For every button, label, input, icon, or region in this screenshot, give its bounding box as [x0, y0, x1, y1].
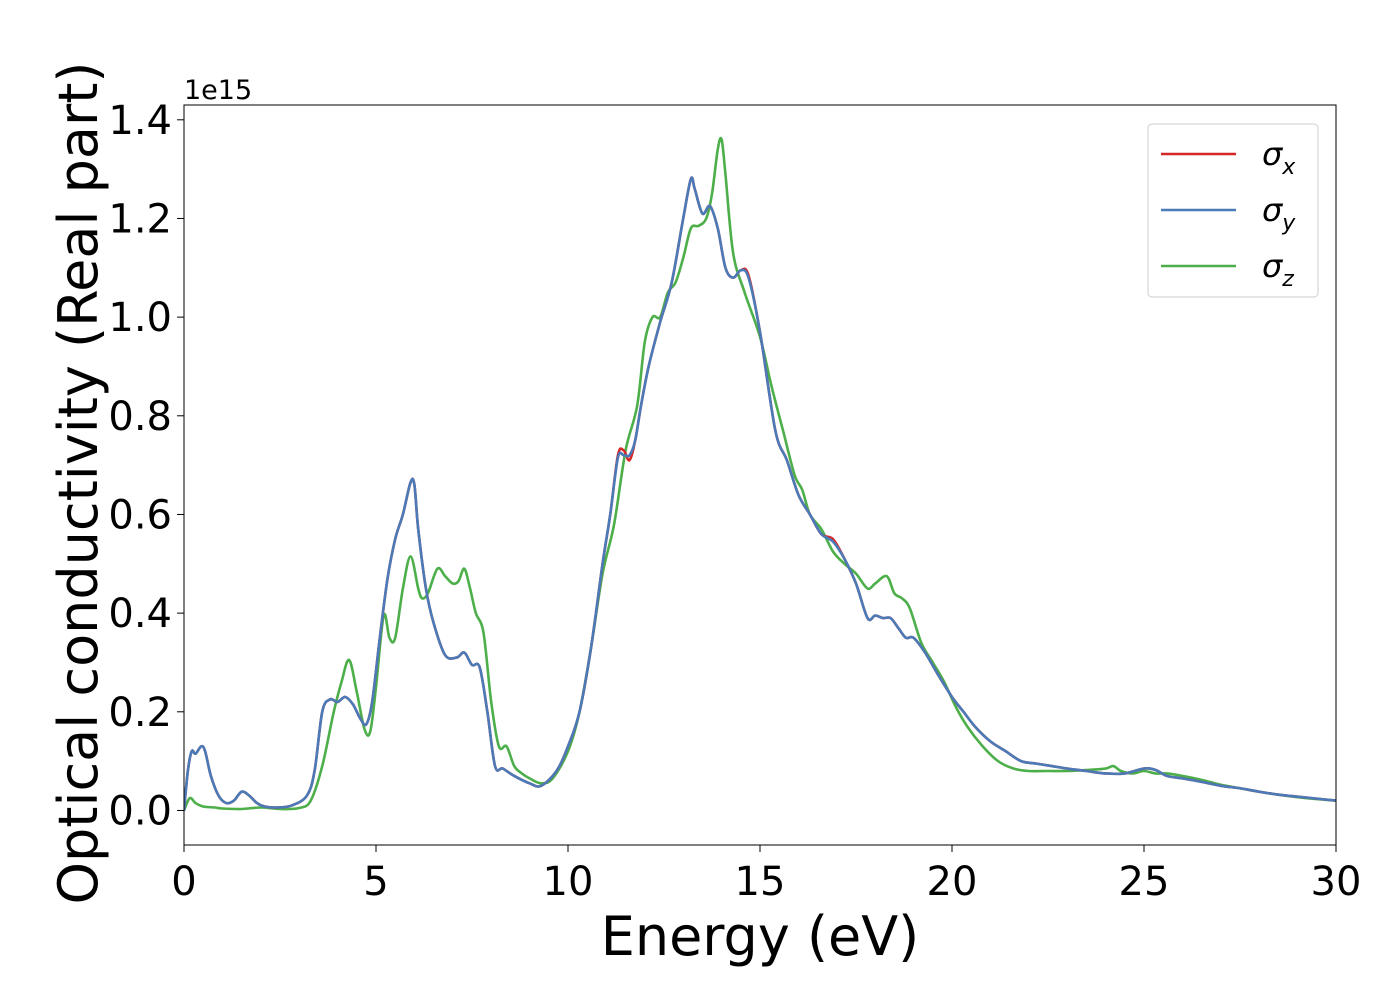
x-tick-label: 15	[735, 859, 786, 905]
series-layer	[184, 136, 1336, 812]
y-axis-offset-label: 1e15	[184, 75, 252, 106]
x-tick-label: 10	[543, 859, 594, 905]
y-tick-label: 0.4	[108, 591, 172, 637]
y-tick-label: 1.2	[108, 196, 172, 242]
y-axis: 0.0 0.2 0.4 0.6 0.8 1.0 1.2 1.4	[108, 98, 184, 834]
x-tick-label: 20	[927, 859, 978, 905]
y-tick-label: 0.2	[108, 690, 172, 736]
x-axis: 0 5 10 15 20 25 30	[171, 845, 1361, 905]
x-tick-label: 25	[1119, 859, 1170, 905]
y-axis-label: Optical conductivity (Real part)	[47, 62, 110, 905]
legend-label-x: σx	[1262, 135, 1296, 180]
y-tick-label: 0.6	[108, 492, 172, 538]
x-axis-label: Energy (eV)	[601, 905, 920, 968]
legend-label-y: σy	[1262, 191, 1296, 236]
y-tick-label: 1.0	[108, 295, 172, 341]
series-line-y	[184, 176, 1336, 811]
legend: σx σy σz	[1147, 123, 1319, 298]
y-tick-label: 1.4	[108, 98, 172, 144]
x-tick-label: 30	[1311, 859, 1362, 905]
x-tick-label: 5	[363, 859, 388, 905]
y-tick-label: 0.0	[108, 788, 172, 834]
legend-label-z: σz	[1262, 247, 1294, 292]
series-line-z	[184, 136, 1336, 812]
y-tick-label: 0.8	[108, 394, 172, 440]
x-tick-label: 0	[171, 859, 196, 905]
